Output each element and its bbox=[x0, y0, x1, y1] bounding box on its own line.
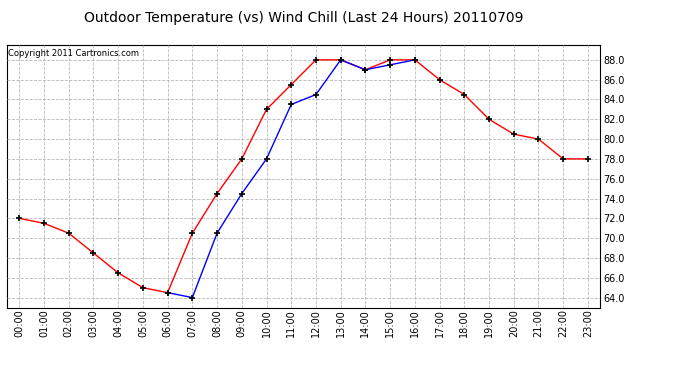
Text: Copyright 2011 Cartronics.com: Copyright 2011 Cartronics.com bbox=[8, 49, 139, 58]
Text: Outdoor Temperature (vs) Wind Chill (Last 24 Hours) 20110709: Outdoor Temperature (vs) Wind Chill (Las… bbox=[84, 11, 523, 25]
